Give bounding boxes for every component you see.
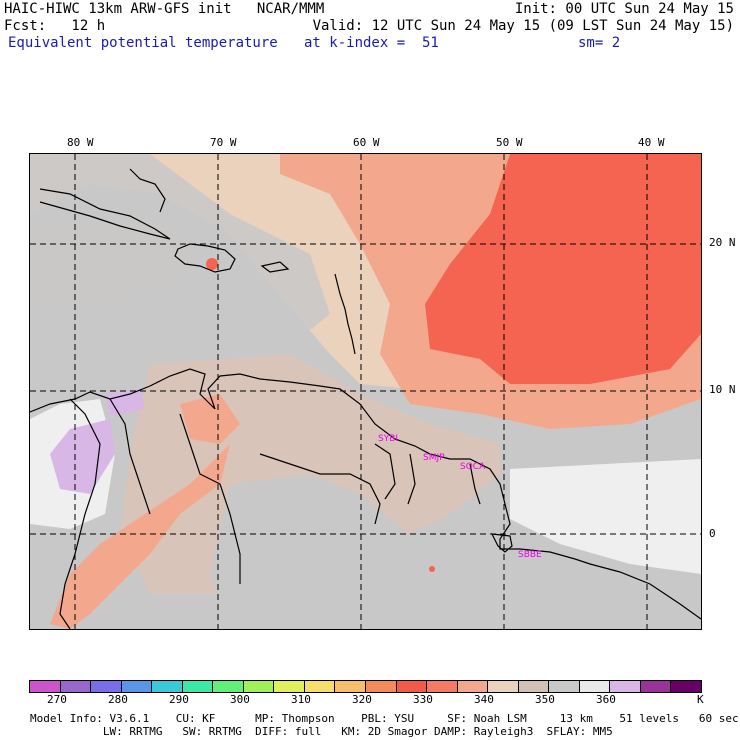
lat-label: 10 N xyxy=(709,383,736,396)
colorbar-swatch xyxy=(91,681,122,692)
colorbar-swatch xyxy=(518,681,550,692)
init-time: Init: 00 UTC Sun 24 May 15 xyxy=(514,1,734,17)
lavender-region xyxy=(105,389,145,416)
header-title: HAIC-HIWC 13km ARW-GFS init NCAR/MMM xyxy=(4,1,325,17)
light-region xyxy=(510,459,701,574)
colorbar-swatch xyxy=(30,681,61,692)
colorbar-swatch xyxy=(488,681,519,692)
colorbar-swatch xyxy=(121,681,153,692)
colorbar-swatch xyxy=(274,681,305,692)
colorbar-swatch xyxy=(213,681,244,692)
salmon-region xyxy=(50,444,230,629)
colorbar-swatch xyxy=(366,681,397,692)
lon-label: 50 W xyxy=(496,136,523,149)
colorbar-label: 290 xyxy=(169,693,189,706)
colorbar-label: 280 xyxy=(108,693,128,706)
hot-spot xyxy=(206,258,218,270)
station-label: SMJP xyxy=(423,453,445,463)
colorbar-label: 310 xyxy=(291,693,311,706)
lat-label: 0 xyxy=(709,527,716,540)
station-label: SBBE xyxy=(518,550,542,560)
colorbar-swatch xyxy=(396,681,428,692)
colorbar-label: 350 xyxy=(535,693,555,706)
colorbar-label: 360 xyxy=(596,693,616,706)
colorbar-swatch xyxy=(671,681,702,692)
valid-time: Valid: 12 UTC Sun 24 May 15 (09 LST Sun … xyxy=(312,18,734,34)
colorbar xyxy=(29,680,702,693)
map-panel: SYBI SMJP SOCA SBBE xyxy=(29,153,702,630)
station-label: SOCA xyxy=(460,462,486,472)
gray-region xyxy=(210,474,430,629)
hot-spot xyxy=(429,566,435,572)
colorbar-label: 320 xyxy=(352,693,372,706)
colorbar-swatch xyxy=(427,681,458,692)
lon-label: 80 W xyxy=(67,136,94,149)
lon-label: 40 W xyxy=(638,136,665,149)
colorbar-swatch xyxy=(549,681,580,692)
colorbar-swatch xyxy=(579,681,611,692)
graticule xyxy=(30,154,701,629)
red-region xyxy=(425,154,701,384)
lat-label: 20 N xyxy=(709,236,736,249)
stations: SYBI SMJP SOCA SBBE xyxy=(378,434,542,560)
smoothing: sm= 2 xyxy=(578,35,621,51)
colorbar-swatch xyxy=(457,681,489,692)
map-canvas: SYBI SMJP SOCA SBBE xyxy=(30,154,701,629)
station-label: SYBI xyxy=(378,434,398,444)
colorbar-swatch xyxy=(335,681,367,692)
lon-label: 60 W xyxy=(353,136,380,149)
colorbar-swatch xyxy=(152,681,183,692)
colorbar-swatch xyxy=(60,681,92,692)
colorbar-swatch xyxy=(640,681,672,692)
colorbar-swatch xyxy=(243,681,275,692)
colorbar-swatch xyxy=(610,681,641,692)
k-index: at k-index = 51 xyxy=(304,35,439,51)
colorbar-label: 270 xyxy=(47,693,67,706)
model-info-line1: Model Info: V3.6.1 CU: KF MP: Thompson P… xyxy=(30,712,739,725)
colorbar-swatch xyxy=(304,681,336,692)
model-info-line2: LW: RRTMG SW: RRTMG DIFF: full KM: 2D Sm… xyxy=(30,725,613,738)
colorbar-label: 300 xyxy=(230,693,250,706)
colorbar-label: 330 xyxy=(413,693,433,706)
field-name: Equivalent potential temperature xyxy=(8,35,278,51)
colorbar-label: 340 xyxy=(474,693,494,706)
colorbar-unit: K xyxy=(697,693,704,706)
gray-region xyxy=(30,154,330,354)
forecast-hour: Fcst: 12 h xyxy=(4,18,106,34)
salmon-region xyxy=(180,394,240,444)
lavender-region xyxy=(50,419,115,494)
coastlines xyxy=(30,168,701,629)
colorbar-swatch xyxy=(182,681,214,692)
lon-label: 70 W xyxy=(210,136,237,149)
